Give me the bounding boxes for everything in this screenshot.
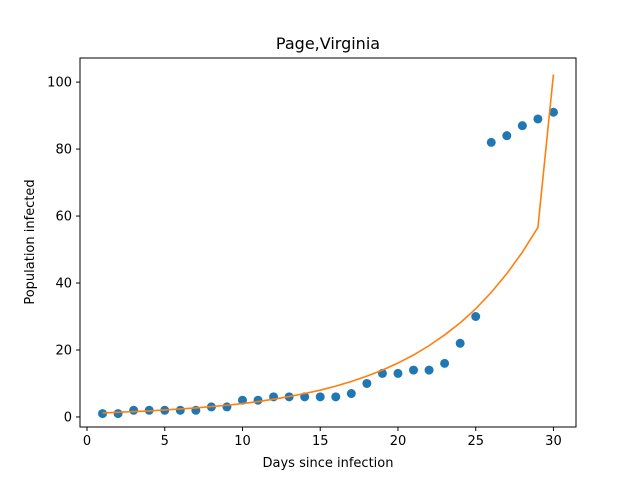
x-tick-label: 0 [83,434,91,449]
x-tick-label: 20 [390,434,407,449]
data-point [424,365,434,375]
data-point [315,392,325,402]
y-axis: 0 20 40 60 80 100 [47,76,80,425]
data-point [346,389,356,399]
data-point [253,395,263,405]
y-tick-label: 80 [55,143,72,158]
x-tick-label: 25 [467,434,484,449]
data-point [517,121,527,131]
y-tick-label: 60 [55,210,72,225]
data-point [548,107,558,117]
data-point [440,358,450,368]
data-point [502,131,512,141]
x-tick-label: 10 [234,434,251,449]
x-tick-label: 5 [161,434,169,449]
data-point [129,405,139,415]
x-tick-label: 15 [312,434,329,449]
y-tick-label: 40 [55,277,72,292]
data-point [393,368,403,378]
data-point [175,405,185,415]
fit-line [102,74,555,414]
data-point [237,395,247,405]
data-point [533,114,543,124]
plot-area [98,74,558,419]
data-point [362,378,372,388]
data-point [455,338,465,348]
data-point [113,409,123,419]
data-point [409,365,419,375]
y-tick-label: 20 [55,343,72,358]
y-tick-label: 100 [47,76,72,91]
chart-title: Page,Virginia [276,34,380,53]
data-point [222,402,232,412]
plot-frame [79,57,577,428]
data-point [471,312,481,321]
x-axis-label: Days since infection [263,456,394,471]
data-point [331,392,341,402]
data-point [486,137,496,147]
data-point [98,409,108,419]
x-tick-label: 30 [545,434,562,449]
y-axis-label: Population infected [23,179,38,304]
x-axis: 0 5 10 15 20 25 30 [83,427,562,449]
y-tick-label: 0 [64,410,72,425]
